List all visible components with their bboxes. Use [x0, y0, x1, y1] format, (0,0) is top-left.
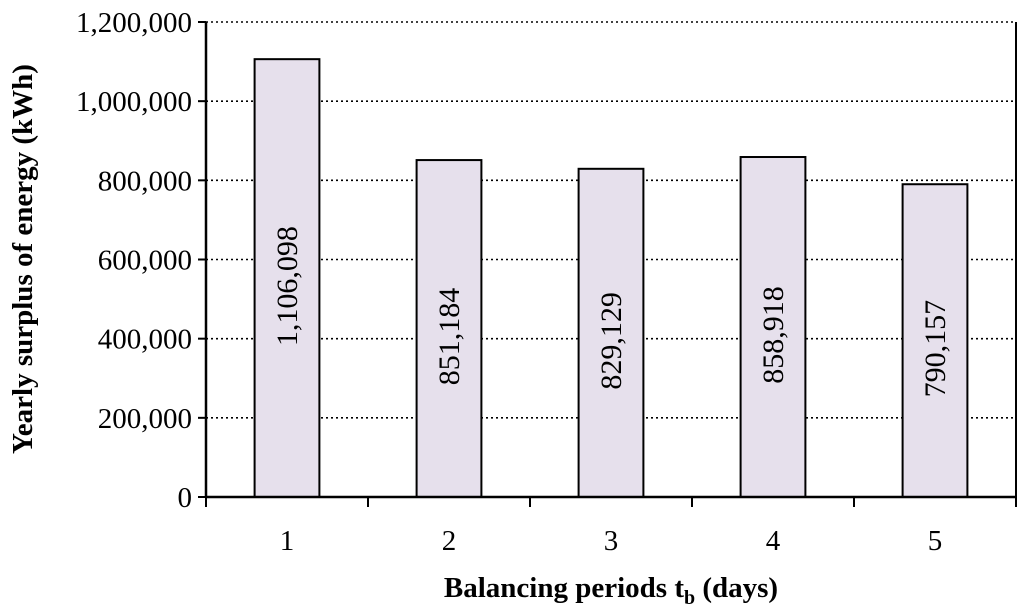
- x-tick-label: 2: [442, 525, 457, 557]
- y-tick-label: 400,000: [98, 324, 192, 356]
- bar-data-label: 790,157: [919, 300, 952, 398]
- y-tick-label: 1,200,000: [76, 7, 192, 39]
- bar: [577, 167, 645, 498]
- bar-data-labels: 1,106,098 851,184 829,129 858,918 790,157: [271, 226, 952, 397]
- y-tick-label: 0: [178, 482, 193, 514]
- bar-data-label: 851,184: [433, 288, 466, 386]
- x-axis-title-main: Balancing periods t: [444, 572, 684, 604]
- x-axis-title-subscript: b: [684, 587, 695, 609]
- x-tick-label: 3: [604, 525, 619, 557]
- bar-data-label: 858,918: [757, 286, 790, 384]
- bars: [253, 58, 969, 498]
- x-tick-label: 1: [280, 525, 295, 557]
- x-axis-title: Balancing periods tb (days): [444, 572, 778, 609]
- bar: [415, 159, 483, 498]
- y-axis-title: Yearly surplus of energy (kWh): [7, 64, 39, 454]
- bar: [901, 183, 969, 498]
- bar-data-label: 1,106,098: [271, 226, 304, 346]
- y-tick-label: 200,000: [98, 403, 192, 435]
- x-tick-label: 4: [766, 525, 781, 557]
- x-tick-label: 5: [928, 525, 943, 557]
- y-tick-label: 800,000: [98, 165, 192, 197]
- bar: [739, 156, 807, 498]
- bar-data-label: 829,129: [595, 292, 628, 390]
- y-axis-ticks: 0 200,000 400,000 600,000 800,000 1,000,000 1,…: [76, 7, 206, 514]
- y-tick-label: 600,000: [98, 245, 192, 277]
- y-tick-label: 1,000,000: [76, 86, 192, 118]
- x-axis-title-suffix: (days): [695, 572, 778, 604]
- x-axis-ticks: 1 2 3 4 5: [205, 497, 1017, 557]
